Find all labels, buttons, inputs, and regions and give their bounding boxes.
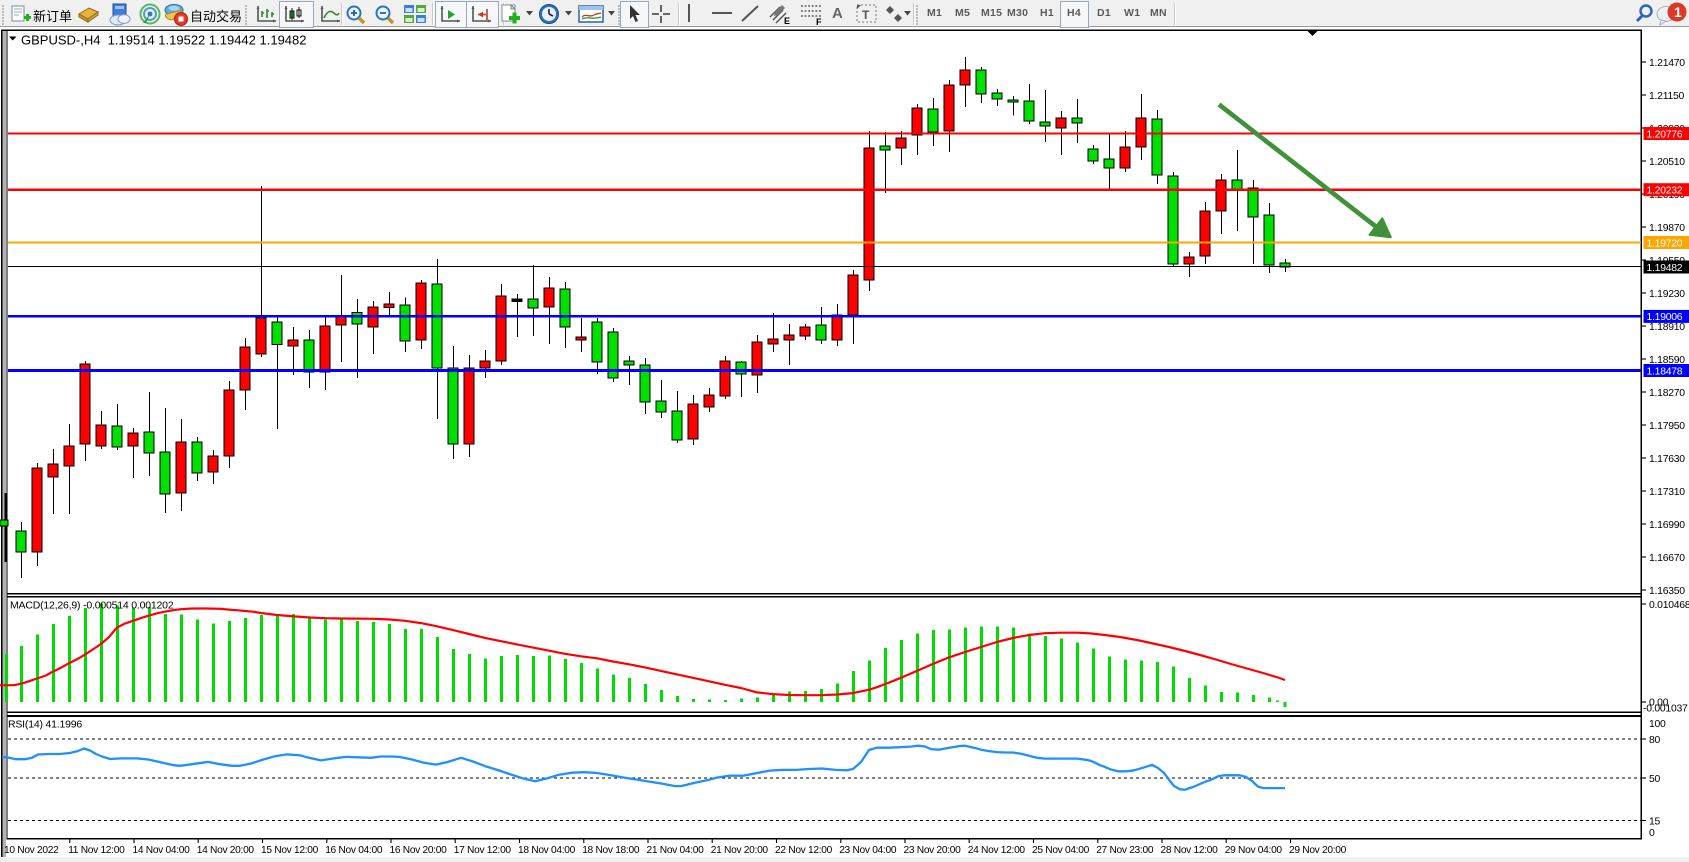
svg-text:E: E bbox=[784, 16, 790, 26]
svg-text:10 Nov 2022: 10 Nov 2022 bbox=[4, 845, 59, 856]
svg-text:1.19230: 1.19230 bbox=[1649, 289, 1685, 300]
svg-text:14 Nov 20:00: 14 Nov 20:00 bbox=[197, 845, 255, 856]
svg-text:GBPUSD-,H4 1.19514 1.19522 1.: GBPUSD-,H4 1.19514 1.19522 1.19442 1.194… bbox=[21, 33, 307, 48]
svg-text:1.18590: 1.18590 bbox=[1649, 355, 1685, 366]
svg-text:15 Nov 12:00: 15 Nov 12:00 bbox=[261, 845, 319, 856]
svg-text:-0.001037: -0.001037 bbox=[1643, 704, 1688, 715]
svg-text:16 Nov 20:00: 16 Nov 20:00 bbox=[390, 845, 448, 856]
svg-text:1.19720: 1.19720 bbox=[1647, 238, 1683, 249]
svg-text:80: 80 bbox=[1649, 735, 1661, 746]
svg-text:1.19870: 1.19870 bbox=[1649, 223, 1685, 234]
svg-text:29 Nov 20:00: 29 Nov 20:00 bbox=[1289, 845, 1347, 856]
svg-text:18 Nov 18:00: 18 Nov 18:00 bbox=[582, 845, 640, 856]
svg-text:1.17630: 1.17630 bbox=[1649, 454, 1685, 465]
svg-text:1.17310: 1.17310 bbox=[1649, 487, 1685, 498]
svg-text:24 Nov 12:00: 24 Nov 12:00 bbox=[968, 845, 1026, 856]
svg-text:1.18478: 1.18478 bbox=[1647, 366, 1683, 377]
svg-text:1.19482: 1.19482 bbox=[1647, 263, 1683, 274]
svg-text:1: 1 bbox=[1674, 4, 1682, 20]
svg-text:1.19006: 1.19006 bbox=[1647, 312, 1683, 323]
svg-text:1.20232: 1.20232 bbox=[1647, 186, 1683, 197]
svg-text:1.20510: 1.20510 bbox=[1649, 157, 1685, 168]
svg-text:100: 100 bbox=[1649, 719, 1666, 730]
svg-text:1.21470: 1.21470 bbox=[1649, 58, 1685, 69]
svg-text:T: T bbox=[862, 8, 870, 22]
svg-text:23 Nov 20:00: 23 Nov 20:00 bbox=[904, 845, 962, 856]
svg-text:0.00: 0.00 bbox=[1649, 698, 1669, 709]
svg-text:1.20776: 1.20776 bbox=[1647, 129, 1683, 140]
svg-text:1.17950: 1.17950 bbox=[1649, 421, 1685, 432]
svg-text:11 Nov 12:00: 11 Nov 12:00 bbox=[68, 845, 125, 856]
svg-text:1.16990: 1.16990 bbox=[1649, 520, 1685, 531]
svg-text:1.18910: 1.18910 bbox=[1649, 322, 1685, 333]
svg-text:MACD(12,26,9) -0.000514 0.0012: MACD(12,26,9) -0.000514 0.001202 bbox=[10, 600, 174, 612]
svg-text:0: 0 bbox=[1649, 828, 1655, 839]
svg-text:F: F bbox=[816, 17, 822, 26]
svg-text:25 Nov 04:00: 25 Nov 04:00 bbox=[1032, 845, 1090, 856]
svg-text:17 Nov 12:00: 17 Nov 12:00 bbox=[454, 845, 512, 856]
svg-text:23 Nov 04:00: 23 Nov 04:00 bbox=[839, 845, 897, 856]
svg-text:16 Nov 04:00: 16 Nov 04:00 bbox=[325, 845, 383, 856]
svg-text:1.21150: 1.21150 bbox=[1649, 91, 1685, 102]
svg-text:21 Nov 20:00: 21 Nov 20:00 bbox=[711, 845, 769, 856]
svg-text:0.010468: 0.010468 bbox=[1649, 600, 1689, 611]
svg-text:15: 15 bbox=[1649, 816, 1661, 827]
svg-text:22 Nov 12:00: 22 Nov 12:00 bbox=[775, 845, 833, 856]
svg-text:RSI(14) 41.1996: RSI(14) 41.1996 bbox=[8, 719, 82, 731]
svg-text:18 Nov 04:00: 18 Nov 04:00 bbox=[518, 845, 576, 856]
svg-text:1.16350: 1.16350 bbox=[1649, 586, 1685, 597]
svg-text:1.16670: 1.16670 bbox=[1649, 553, 1685, 564]
svg-text:14 Nov 04:00: 14 Nov 04:00 bbox=[133, 845, 191, 856]
svg-text:50: 50 bbox=[1649, 774, 1661, 785]
svg-text:29 Nov 04:00: 29 Nov 04:00 bbox=[1225, 845, 1283, 856]
svg-text:21 Nov 04:00: 21 Nov 04:00 bbox=[647, 845, 705, 856]
svg-text:1.18270: 1.18270 bbox=[1649, 388, 1685, 399]
svg-text:28 Nov 12:00: 28 Nov 12:00 bbox=[1161, 845, 1219, 856]
svg-text:27 Nov 23:00: 27 Nov 23:00 bbox=[1096, 845, 1154, 856]
